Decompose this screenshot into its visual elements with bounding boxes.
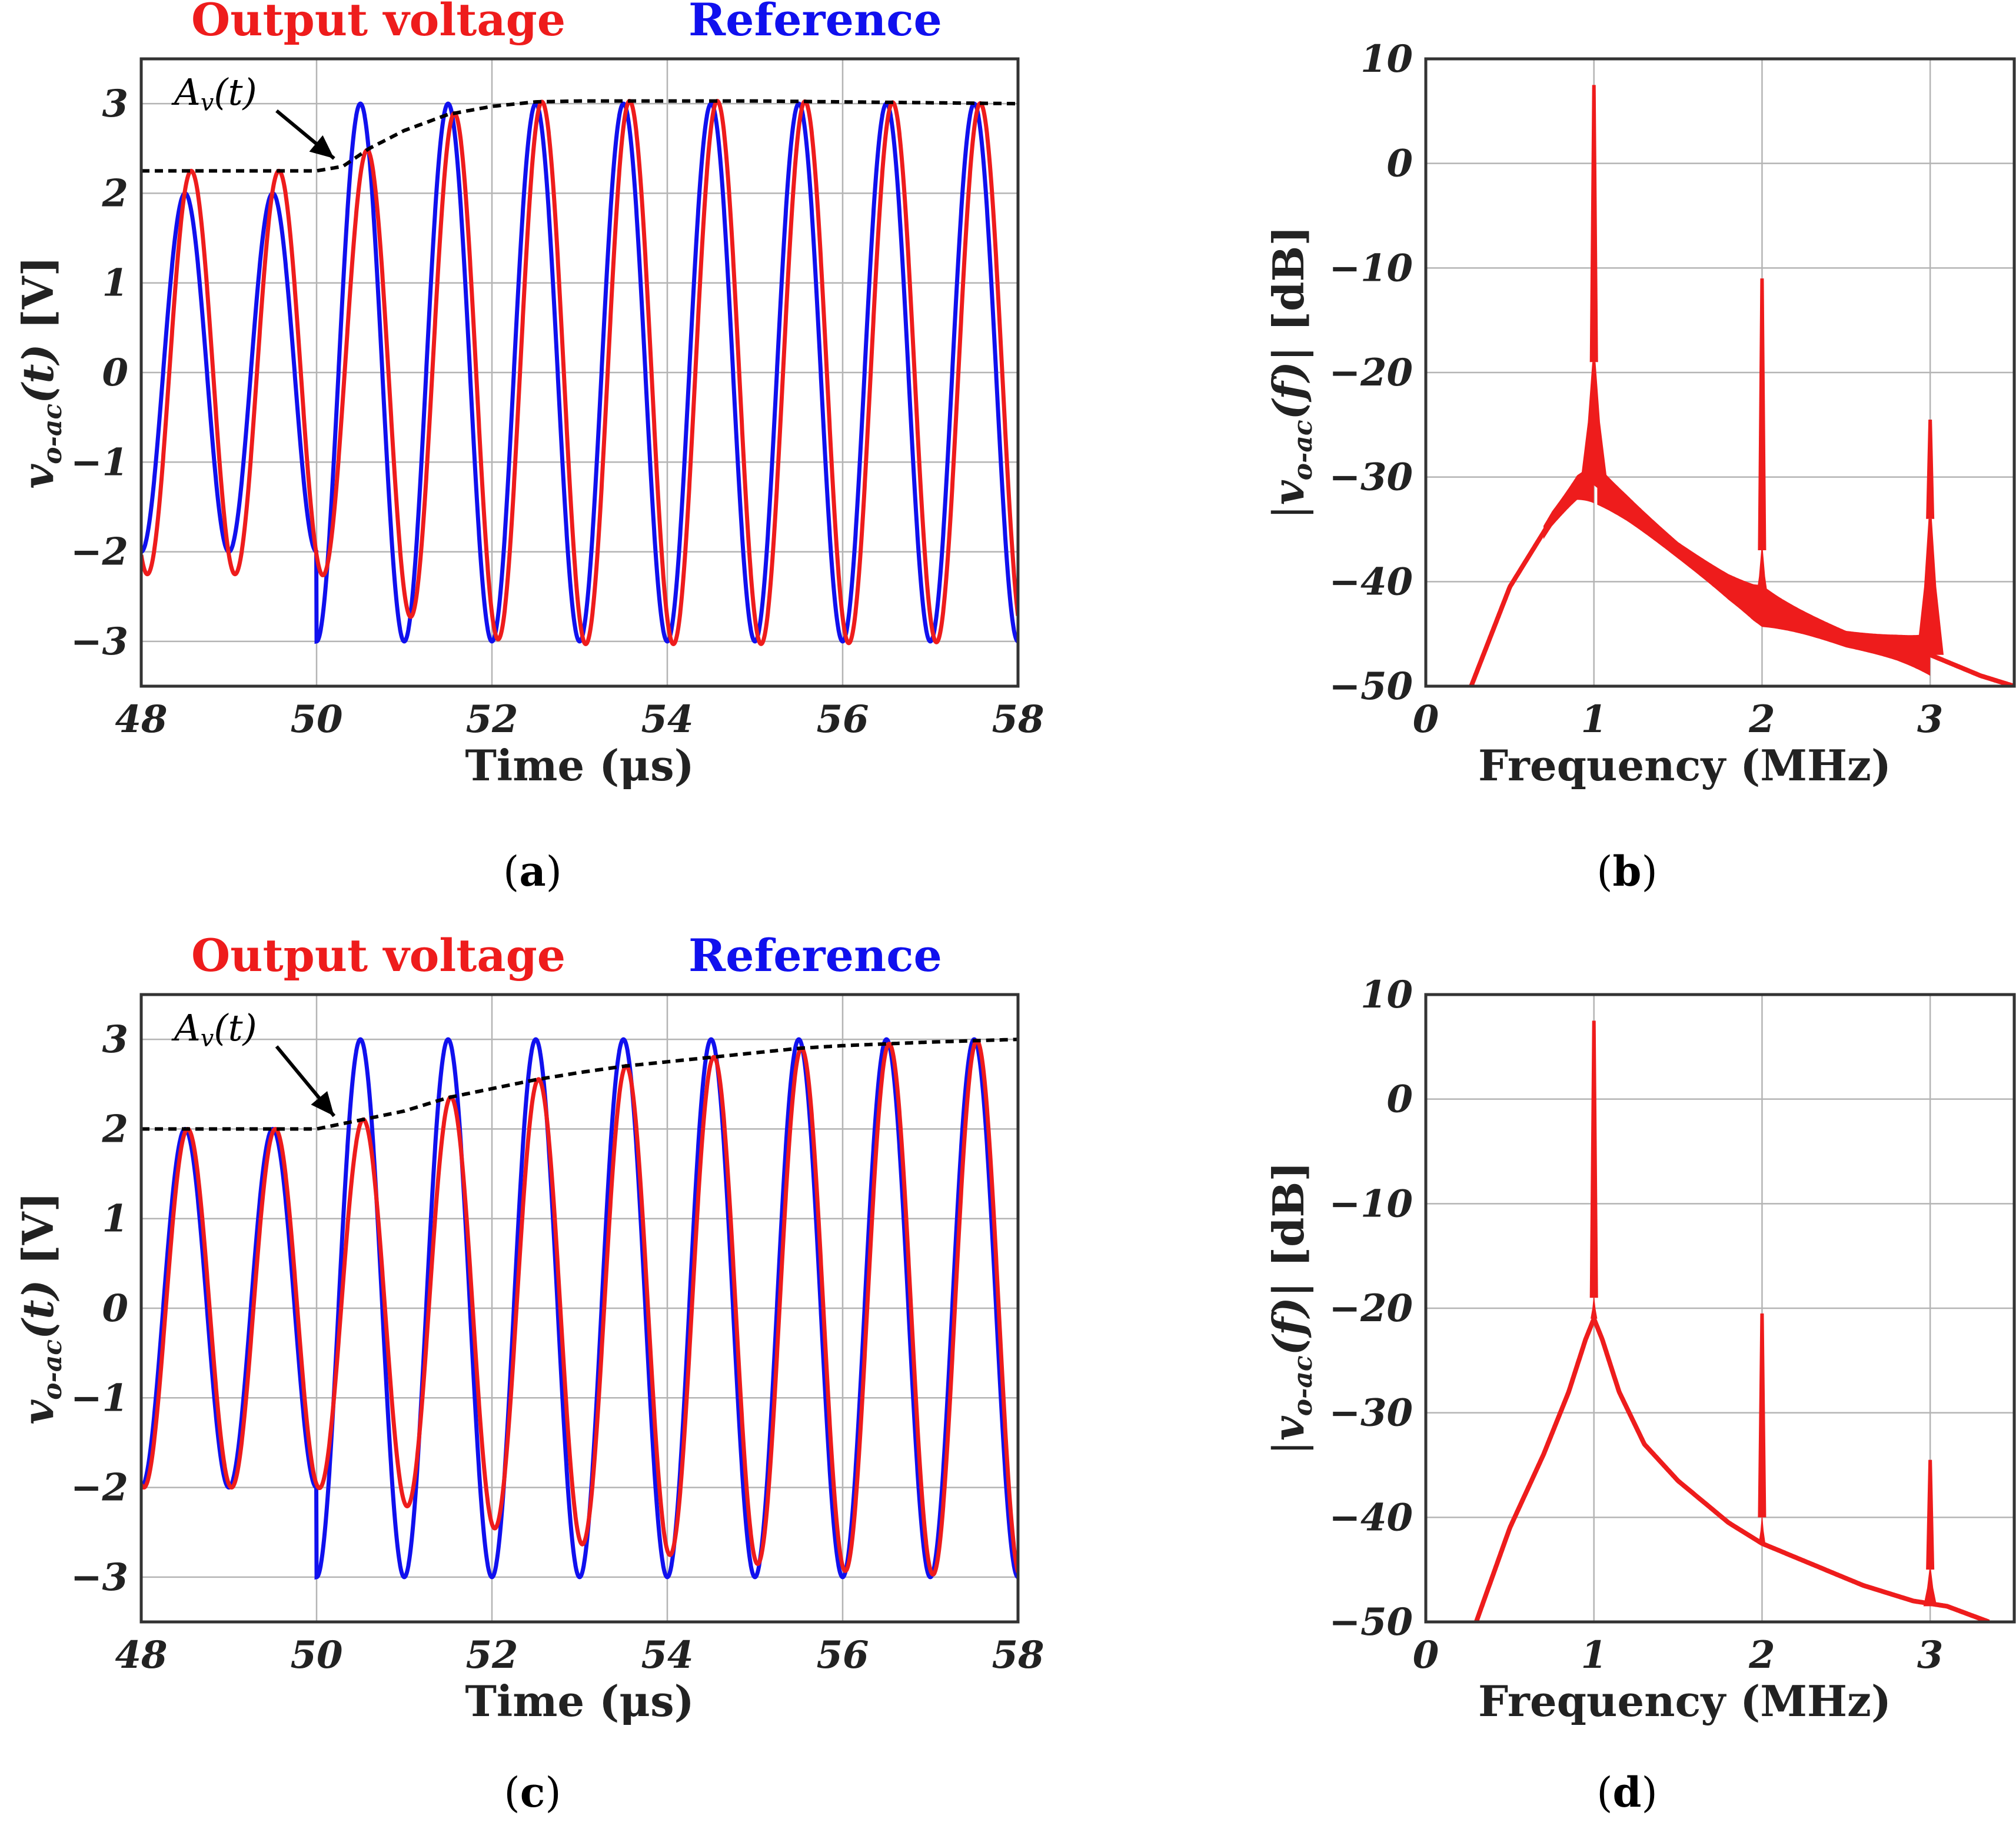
spectral-peak-spike [1926, 1459, 1935, 1570]
y-tick-label: −10 [1329, 1182, 1413, 1226]
y-tick-label: −3 [71, 1555, 128, 1600]
x-axis-label: Frequency (MHz) [1478, 740, 1891, 790]
y-tick-label: −50 [1329, 664, 1413, 709]
spectral-peak-skirt [1923, 1570, 1937, 1607]
reference-line [141, 101, 1018, 644]
y-tick-label: 1 [102, 261, 128, 305]
y-axis-label: vo-ac(t) [V] [13, 256, 68, 488]
legend-reference: Reference [688, 929, 942, 982]
y-axis-label: |vo-ac(f)| [dB] [1263, 1162, 1318, 1455]
y-tick-label: −10 [1329, 246, 1413, 290]
y-tick-label: −30 [1329, 455, 1413, 500]
y-tick-label: −40 [1329, 560, 1413, 604]
y-tick-label: −2 [71, 530, 128, 574]
panel-label-a: (a) [503, 847, 562, 896]
spectral-peak-skirt [1591, 1298, 1598, 1319]
spectral-peak-skirt [1758, 1517, 1766, 1544]
x-tick-label: 50 [290, 697, 342, 742]
x-tick-label: 1 [1581, 1633, 1607, 1677]
chart-panel-a: 48 50 52 54 56 58 −3 −2 −1 0 1 2 3 Output voltage Refe… [13, 0, 1044, 790]
y-tick-label: 2 [101, 171, 128, 215]
y-tick-label: −1 [71, 440, 128, 484]
panel-label-d: (d) [1596, 1768, 1658, 1817]
x-tick-label: 0 [1413, 697, 1439, 742]
chart-panel-c: 48 50 52 54 56 58 −3 −2 −1 0 1 2 3 Output voltage Refe… [13, 929, 1044, 1726]
plot-frame [139, 57, 1020, 688]
x-tick-label: 56 [816, 1633, 869, 1677]
spectral-peak-spike [1926, 419, 1935, 519]
output-voltage-line [141, 1038, 1018, 1577]
x-tick-label: 48 [115, 697, 167, 742]
x-tick-label: 0 [1413, 1633, 1439, 1677]
y-tick-label: 0 [1386, 142, 1413, 186]
y-tick-label: −1 [71, 1376, 128, 1420]
legend-output-voltage: Output voltage [191, 0, 565, 46]
x-tick-label: 3 [1917, 1633, 1944, 1677]
y-tick-label: −40 [1329, 1495, 1413, 1540]
spectrum-series [1469, 85, 2014, 686]
y-tick-label: 0 [102, 1286, 128, 1331]
y-tick-label: −20 [1329, 351, 1413, 395]
x-tick-label: 3 [1917, 697, 1944, 742]
x-tick-label: 50 [290, 1633, 342, 1677]
x-tick-label: 54 [641, 1633, 693, 1677]
spectral-peak-spike [1589, 85, 1598, 363]
x-tick-label: 56 [816, 697, 869, 742]
y-tick-label: 0 [1386, 1078, 1413, 1122]
x-tick-label: 58 [992, 1633, 1044, 1677]
y-tick-label: −2 [71, 1466, 128, 1510]
y-tick-label: 2 [101, 1107, 128, 1151]
chart-panel-b: 0 1 2 3 −50 −40 −30 −20 −10 0 10 Frequency (MHz) |vo… [1263, 37, 2016, 790]
x-tick-label: 2 [1748, 1633, 1775, 1677]
x-axis-label: Time (μs) [465, 1676, 694, 1726]
spectral-peak-spike [1589, 1020, 1598, 1298]
plot-frame [1424, 993, 2016, 1624]
output-voltage-line [141, 99, 1018, 646]
panel-label-b: (b) [1596, 847, 1658, 896]
x-tick-label: 48 [115, 1633, 167, 1677]
x-tick-label: 58 [992, 697, 1044, 742]
reference-line [141, 1037, 1018, 1580]
legend-output-voltage: Output voltage [191, 929, 565, 982]
spectral-peak-spike [1758, 278, 1767, 551]
y-tick-label: −50 [1329, 1600, 1413, 1644]
y-tick-label: −3 [71, 620, 128, 664]
annotation-av: Av(t) [171, 71, 257, 117]
y-tick-label: 3 [102, 1018, 128, 1062]
annotation-av: Av(t) [171, 1006, 257, 1052]
x-tick-label: 2 [1748, 697, 1775, 742]
y-axis-label: vo-ac(t) [V] [13, 1192, 68, 1424]
y-axis-label: |vo-ac(f)| [dB] [1263, 226, 1318, 520]
legend-reference: Reference [688, 0, 942, 46]
y-tick-label: 1 [102, 1197, 128, 1241]
y-tick-label: −30 [1329, 1391, 1413, 1435]
x-tick-label: 54 [641, 697, 693, 742]
y-tick-label: 0 [102, 351, 128, 395]
spectrum-envelope-line [1473, 1315, 1990, 1622]
arrow-head [309, 135, 334, 159]
spectral-peak-skirt [1755, 550, 1769, 603]
spectral-peak-skirt [1917, 518, 1944, 655]
envelope-av-line [141, 99, 1018, 173]
spectrum-series [1473, 1020, 1990, 1622]
spectrum-ripple-band [1597, 465, 1931, 676]
spectral-peak-spike [1758, 1313, 1767, 1518]
chart-panel-d: 0 1 2 3 −50 −40 −30 −20 −10 0 10 Frequency (MHz) |vo… [1263, 973, 2016, 1726]
envelope-av-line [141, 1038, 1018, 1131]
y-tick-label: 3 [102, 82, 128, 126]
y-tick-label: −20 [1329, 1286, 1413, 1331]
plot-frame [139, 993, 1020, 1624]
y-tick-label: 10 [1360, 973, 1413, 1017]
y-tick-label: 10 [1360, 37, 1413, 81]
x-tick-label: 52 [465, 697, 518, 742]
x-tick-label: 1 [1581, 697, 1607, 742]
x-axis-label: Frequency (MHz) [1478, 1676, 1891, 1726]
plot-frame [1424, 57, 2016, 688]
spectral-peak-skirt [1580, 362, 1608, 483]
x-axis-label: Time (μs) [465, 740, 694, 790]
x-tick-label: 52 [465, 1633, 518, 1677]
arrow-head [311, 1091, 334, 1116]
panel-label-c: (c) [504, 1768, 561, 1817]
